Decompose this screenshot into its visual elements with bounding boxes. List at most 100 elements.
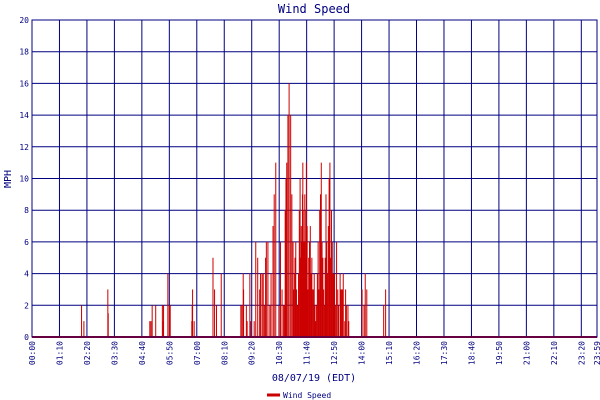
wind-speed-bar: [341, 289, 343, 337]
wind-speed-bar: [320, 162, 322, 337]
wind-speed-bar: [307, 289, 309, 337]
chart-title: Wind Speed: [278, 2, 350, 16]
wind-speed-bar: [323, 289, 325, 337]
x-tick-label: 11:40: [303, 341, 312, 365]
x-tick-label: 23:20: [577, 341, 586, 365]
wind-speed-bar: [334, 305, 336, 337]
x-tick-label: 16:20: [413, 341, 422, 365]
y-tick-label: 4: [24, 270, 29, 279]
wind-speed-bar: [241, 305, 243, 337]
x-tick-label: 01:10: [55, 341, 64, 365]
wind-speed-bar: [345, 289, 347, 337]
wind-speed-bar: [332, 273, 334, 337]
wind-speed-bar: [363, 305, 365, 337]
x-tick-label: 04:40: [138, 341, 147, 365]
wind-speed-bar: [312, 289, 314, 337]
wind-speed-bar: [285, 178, 287, 337]
x-tick-label: 00:00: [28, 341, 37, 365]
wind-speed-bar: [275, 162, 277, 337]
wind-speed-bar: [163, 305, 165, 337]
wind-speed-bar: [259, 289, 261, 337]
wind-speed-bar: [263, 305, 265, 337]
wind-speed-bar: [265, 257, 267, 337]
wind-speed-bar: [324, 257, 326, 337]
x-tick-label: 03:30: [110, 341, 119, 365]
y-tick-label: 20: [19, 16, 29, 25]
wind-speed-bar: [261, 273, 263, 337]
wind-speed-bar: [342, 273, 344, 337]
x-tick-label: 09:20: [248, 341, 257, 365]
wind-speed-bar: [348, 321, 350, 337]
x-tick-label: 05:50: [165, 341, 174, 365]
wind-speed-bar: [323, 305, 325, 337]
wind-speed-bar: [333, 273, 335, 337]
x-tick-label: 02:20: [83, 341, 92, 365]
wind-speed-bar: [308, 257, 310, 337]
wind-speed-bar: [310, 273, 312, 337]
y-tick-label: 6: [24, 238, 29, 247]
wind-speed-bar: [364, 273, 366, 337]
wind-speed-bar: [327, 226, 329, 337]
wind-speed-bar: [295, 241, 297, 337]
wind-speed-bar: [257, 257, 259, 337]
wind-speed-bar: [341, 289, 343, 337]
wind-speed-bar: [272, 226, 274, 337]
wind-speed-bar: [243, 289, 245, 337]
wind-speed-bar: [149, 321, 151, 337]
wind-speed-bar: [250, 321, 252, 337]
wind-speed-bar: [325, 194, 327, 337]
wind-speed-bar: [338, 305, 340, 337]
wind-speed-bar: [297, 305, 299, 337]
x-tick-label: 15:10: [385, 341, 394, 365]
wind-speed-bar: [292, 241, 294, 337]
wind-speed-bar: [273, 194, 275, 337]
wind-speed-bar: [336, 241, 338, 337]
wind-speed-bar: [306, 226, 308, 337]
wind-speed-bar: [155, 305, 157, 337]
x-tick-label: 07:00: [193, 341, 202, 365]
wind-speed-bar: [161, 305, 163, 337]
wind-speed-bar: [314, 305, 316, 337]
wind-speed-bar: [330, 210, 332, 337]
wind-speed-bar: [286, 162, 288, 337]
wind-speed-bar: [262, 273, 264, 337]
wind-speed-bar: [315, 321, 317, 337]
wind-speed-bar: [383, 305, 385, 337]
wind-speed-bar: [83, 321, 85, 337]
wind-speed-bar: [291, 194, 293, 337]
wind-speed-bar: [240, 305, 242, 337]
y-tick-labels: 0 2 4 6 8 10 12 14 16 18 20: [19, 16, 29, 342]
y-tick-label: 14: [19, 111, 29, 120]
wind-speed-bar: [339, 273, 341, 337]
wind-speed-bar: [278, 305, 280, 337]
wind-speed-bar: [212, 257, 214, 337]
wind-speed-bar: [246, 321, 248, 337]
wind-speed-bar: [81, 305, 83, 337]
wind-speed-bar: [150, 321, 152, 337]
wind-speed-bar: [255, 241, 257, 337]
wind-speed-bar: [337, 289, 339, 337]
wind-speed-bar: [283, 305, 285, 337]
wind-speed-bar: [265, 241, 267, 337]
plot-frame: [31, 19, 598, 338]
wind-speed-bar: [267, 241, 269, 337]
wind-speed-bar: [287, 115, 289, 337]
wind-speed-bar: [192, 289, 194, 337]
wind-speed-bar: [366, 289, 368, 337]
wind-speed-bar: [298, 210, 300, 337]
y-axis-label: MPH: [3, 170, 14, 188]
wind-speed-bar: [169, 305, 171, 337]
wind-speed-bar: [344, 321, 346, 337]
y-tick-label: 0: [24, 333, 29, 342]
wind-speed-bar: [259, 273, 261, 337]
x-axis-label: 08/07/19 (EDT): [272, 373, 356, 384]
wind-speed-bar: [385, 289, 387, 337]
wind-speed-bar: [321, 241, 323, 337]
wind-speed-bar: [305, 162, 307, 337]
y-tick-label: 10: [19, 175, 29, 184]
wind-speed-bar: [311, 257, 313, 337]
wind-speed-bar: [283, 305, 285, 337]
wind-speed-bar: [270, 273, 272, 337]
wind-speed-bar: [269, 305, 271, 337]
